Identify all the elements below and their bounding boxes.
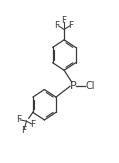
- Text: Cl: Cl: [85, 81, 95, 90]
- Text: F: F: [16, 115, 21, 124]
- Text: F: F: [21, 126, 26, 135]
- Text: F: F: [69, 21, 74, 30]
- Text: F: F: [30, 120, 35, 129]
- Text: P: P: [69, 81, 76, 90]
- Text: F: F: [62, 16, 67, 25]
- Text: F: F: [55, 21, 60, 30]
